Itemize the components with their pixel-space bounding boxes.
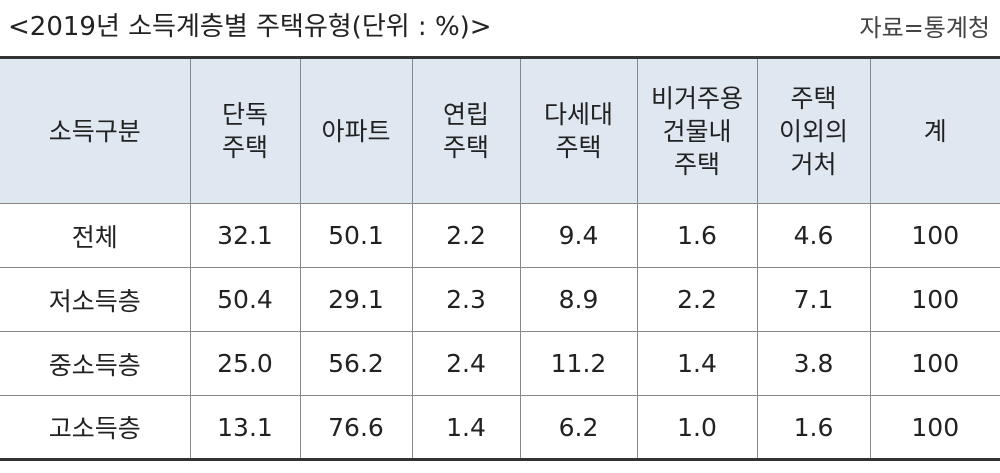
header-line: 거처 [790, 149, 837, 179]
table-row: 중소득층 25.0 56.2 2.4 11.2 1.4 3.8 100 [0, 331, 1000, 396]
cell: 2.2 [411, 203, 521, 268]
cell: 13.1 [189, 395, 301, 460]
row-label: 저소득층 [0, 267, 191, 332]
cell: 4.6 [756, 203, 871, 268]
cell: 1.6 [756, 395, 871, 460]
cell: 6.2 [519, 395, 638, 460]
header-line: 주택 [790, 83, 837, 113]
cell: 50.4 [189, 267, 301, 332]
header-line: 이외의 [778, 116, 848, 146]
cell: 1.0 [636, 395, 758, 460]
header-line: 단독 [221, 100, 268, 129]
cell: 32.1 [189, 203, 301, 268]
header-cell: 계 [869, 57, 1000, 204]
title: <2019년 소득계층별 주택유형(단위 : %)> [8, 12, 492, 42]
cell: 56.2 [299, 331, 413, 396]
row-label: 전체 [0, 203, 191, 268]
header-cell: 아파트 [299, 57, 413, 204]
table-row: 고소득층 13.1 76.6 1.4 6.2 1.0 1.6 100 [0, 395, 1000, 460]
header-line: 주택 [673, 149, 720, 179]
header-line: 연립 [442, 100, 489, 129]
header-line: 다세대 [543, 100, 613, 129]
cell: 8.9 [519, 267, 638, 332]
header-line: 주택 [555, 133, 602, 162]
header-line: 계 [923, 116, 947, 146]
source: 자료=통계청 [859, 14, 990, 42]
cell: 1.4 [636, 331, 758, 396]
header-cell: 주택 이외의 거처 [756, 57, 871, 204]
cell: 11.2 [519, 331, 638, 396]
cell: 100 [869, 395, 1000, 460]
cell: 1.4 [411, 395, 521, 460]
table-header: 소득구분 단독 주택 아파트 연립 주택 다세대 주택 비거주용 건물내 주택 주택 이외의 거처 계 [0, 57, 1000, 204]
header-row: 소득구분 단독 주택 아파트 연립 주택 다세대 주택 비거주용 건물내 주택 주택 이외의 거처 계 [0, 57, 1000, 204]
cell: 2.3 [411, 267, 521, 332]
table-body: 전체 32.1 50.1 2.2 9.4 1.6 4.6 100 저소득층 50.4 29.1 2.3… [0, 203, 1000, 460]
cell: 29.1 [299, 267, 413, 332]
row-label: 고소득층 [0, 395, 191, 460]
cell: 2.2 [636, 267, 758, 332]
row-label: 중소득층 [0, 331, 191, 396]
cell: 100 [869, 203, 1000, 268]
table-row: 저소득층 50.4 29.1 2.3 8.9 2.2 7.1 100 [0, 267, 1000, 332]
cell: 100 [869, 267, 1000, 332]
cell: 50.1 [299, 203, 413, 268]
cell: 100 [869, 331, 1000, 396]
cell: 7.1 [756, 267, 871, 332]
cell: 1.6 [636, 203, 758, 268]
cell: 2.4 [411, 331, 521, 396]
cell: 9.4 [519, 203, 638, 268]
header-line: 아파트 [321, 116, 391, 146]
header-line: 주택 [221, 133, 268, 162]
cell: 3.8 [756, 331, 871, 396]
header-line: 소득구분 [48, 116, 141, 146]
header-line: 비거주용 [650, 83, 743, 113]
table: 소득구분 단독 주택 아파트 연립 주택 다세대 주택 비거주용 건물내 주택 주택 이외의 거처 계 전체… [0, 56, 1000, 461]
table-row: 전체 32.1 50.1 2.2 9.4 1.6 4.6 100 [0, 203, 1000, 268]
cell: 25.0 [189, 331, 301, 396]
cell: 76.6 [299, 395, 413, 460]
header-line: 건물내 [662, 116, 732, 146]
header-cell: 비거주용 건물내 주택 [636, 57, 758, 204]
header-line: 주택 [442, 133, 489, 162]
header-cell: 소득구분 [0, 57, 191, 204]
